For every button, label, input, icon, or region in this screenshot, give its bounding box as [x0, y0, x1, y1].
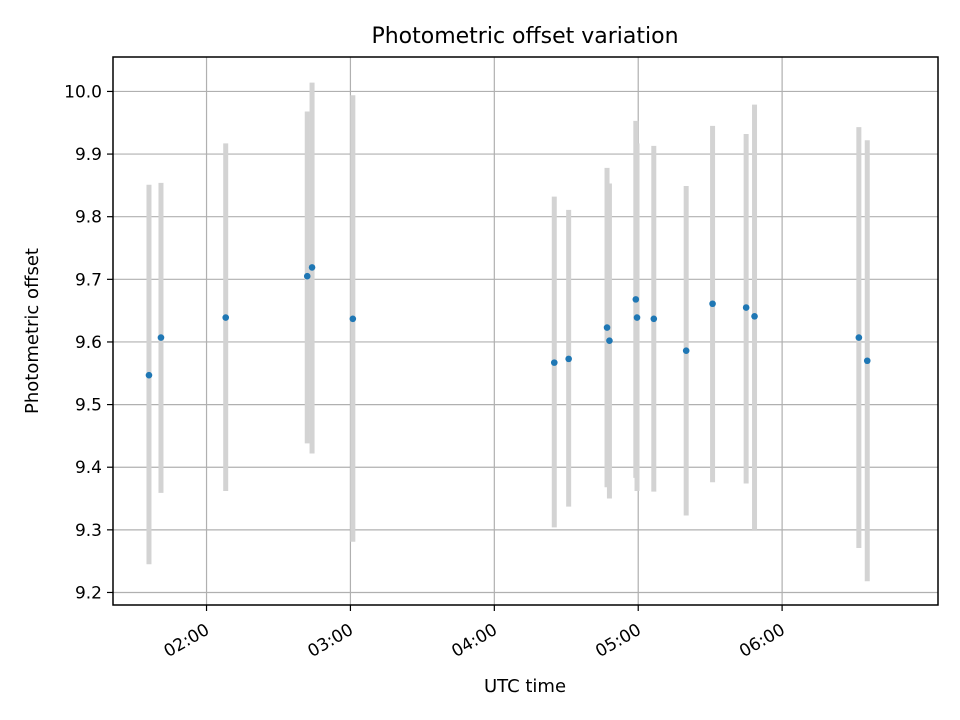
x-tick-label: 02:00: [161, 620, 213, 662]
data-point: [308, 264, 316, 271]
data-point: [855, 334, 863, 341]
y-axis: 9.2 9.3 9.4 9.5 9.6 9.7 9.8 9.9 10.0: [64, 82, 113, 603]
data-point: [742, 304, 750, 311]
data-point: [145, 371, 153, 379]
data-points: [145, 264, 871, 379]
data-point: [863, 357, 871, 365]
x-axis: 02:00 03:00 04:00 05:00 06:00: [161, 605, 789, 662]
data-point: [222, 314, 230, 321]
data-point: [751, 312, 758, 320]
data-point: [303, 272, 311, 280]
y-tick-label: 9.4: [75, 458, 102, 478]
data-point: [633, 314, 641, 321]
data-point: [632, 296, 640, 303]
chart-title: Photometric offset variation: [371, 24, 678, 49]
data-point: [157, 334, 165, 341]
data-point: [603, 324, 611, 331]
data-point: [650, 315, 658, 323]
grid: [113, 57, 938, 605]
data-point: [550, 359, 558, 366]
y-tick-label: 9.8: [75, 208, 102, 228]
y-axis-label: Photometric offset: [22, 248, 43, 414]
y-tick-label: 9.2: [75, 583, 102, 603]
y-tick-label: 9.5: [75, 396, 102, 416]
y-tick-label: 9.3: [75, 521, 102, 541]
x-tick-label: 05:00: [592, 620, 644, 662]
y-tick-label: 9.9: [75, 145, 102, 165]
plot-frame: [112, 56, 939, 606]
y-tick-label: 10.0: [64, 82, 102, 102]
x-axis-label: UTC time: [484, 676, 566, 697]
data-point: [709, 300, 716, 308]
y-tick-label: 9.7: [75, 270, 102, 290]
data-point: [565, 355, 572, 363]
x-tick-label: 03:00: [304, 620, 356, 662]
x-tick-label: 06:00: [736, 620, 788, 662]
error-bars: [146, 82, 870, 582]
data-point: [606, 337, 613, 345]
data-point: [682, 347, 690, 355]
x-tick-label: 04:00: [448, 620, 500, 662]
data-point: [349, 315, 357, 323]
y-tick-label: 9.6: [75, 333, 102, 353]
